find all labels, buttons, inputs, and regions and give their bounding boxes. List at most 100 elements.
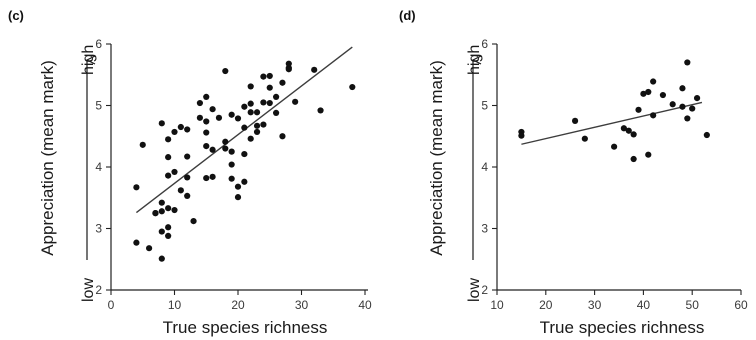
data-point-c-2 bbox=[139, 141, 146, 148]
ticks-d bbox=[492, 43, 742, 295]
y-tick-label-d-4: 6 bbox=[481, 37, 488, 51]
data-point-c-64 bbox=[266, 99, 273, 107]
data-point-c-30 bbox=[203, 142, 210, 150]
x-tick-label-d-5: 60 bbox=[734, 298, 748, 312]
x-tick-label-d-4: 50 bbox=[686, 298, 700, 312]
y-axis-label-d: Appreciation (mean mark) bbox=[427, 60, 446, 256]
data-point-d-16 bbox=[669, 101, 676, 108]
data-point-c-51 bbox=[241, 178, 248, 185]
x-tick-label-d-0: 10 bbox=[490, 298, 504, 312]
data-point-c-66 bbox=[273, 93, 280, 100]
data-point-c-8 bbox=[158, 199, 165, 206]
data-point-c-7 bbox=[158, 228, 165, 235]
data-point-c-3 bbox=[146, 245, 153, 252]
data-point-d-12 bbox=[645, 88, 652, 96]
data-point-c-57 bbox=[253, 128, 261, 136]
y-tick-label-d-3: 5 bbox=[481, 99, 488, 113]
data-point-c-44 bbox=[228, 161, 235, 168]
y-tick-label-c-2: 4 bbox=[95, 160, 102, 174]
data-point-c-12 bbox=[165, 224, 172, 231]
data-point-c-47 bbox=[234, 115, 242, 122]
data-point-d-13 bbox=[650, 112, 657, 119]
x-tick-label-d-1: 20 bbox=[539, 298, 553, 312]
data-point-c-75 bbox=[349, 83, 356, 91]
data-point-d-14 bbox=[650, 78, 657, 85]
data-point-c-73 bbox=[311, 66, 318, 73]
data-point-c-65 bbox=[273, 109, 280, 116]
data-point-c-28 bbox=[196, 99, 203, 107]
data-point-d-4 bbox=[611, 143, 618, 150]
data-point-c-45 bbox=[234, 194, 242, 201]
y-tick-label-d-1: 3 bbox=[481, 222, 488, 236]
data-point-c-68 bbox=[279, 133, 286, 140]
data-point-c-55 bbox=[247, 135, 254, 142]
y-tick-label-d-0: 2 bbox=[481, 283, 488, 297]
data-point-c-11 bbox=[165, 232, 172, 239]
arrow-group-c: low high bbox=[80, 45, 97, 302]
data-point-d-22 bbox=[693, 95, 701, 102]
data-point-c-74 bbox=[317, 107, 324, 114]
x-axis-label-c: True species richness bbox=[163, 318, 328, 337]
data-point-d-7 bbox=[630, 155, 637, 163]
data-point-c-18 bbox=[171, 168, 178, 176]
data-point-c-52 bbox=[247, 109, 254, 116]
data-point-c-38 bbox=[222, 138, 229, 145]
data-point-c-32 bbox=[203, 118, 210, 125]
data-point-c-60 bbox=[260, 99, 267, 106]
data-point-c-0 bbox=[133, 184, 140, 191]
data-point-c-59 bbox=[260, 73, 267, 80]
data-point-c-35 bbox=[209, 173, 216, 180]
data-point-d-15 bbox=[659, 91, 667, 99]
data-point-c-14 bbox=[165, 172, 172, 179]
data-point-c-43 bbox=[228, 111, 235, 118]
data-point-c-15 bbox=[165, 154, 172, 161]
y-tick-label-c-3: 5 bbox=[95, 99, 102, 113]
data-point-c-71 bbox=[285, 66, 292, 73]
data-point-c-5 bbox=[152, 210, 159, 217]
data-point-d-9 bbox=[635, 106, 642, 113]
y-tick-label-d-2: 4 bbox=[481, 160, 488, 174]
data-point-c-50 bbox=[241, 150, 248, 158]
data-point-c-31 bbox=[203, 129, 210, 136]
data-point-c-46 bbox=[234, 183, 242, 190]
data-point-c-21 bbox=[177, 187, 184, 194]
data-point-c-17 bbox=[171, 206, 178, 214]
data-point-c-22 bbox=[184, 192, 191, 200]
data-point-c-13 bbox=[165, 205, 172, 212]
data-point-d-5 bbox=[620, 125, 627, 132]
tick-labels-c: 0 10 20 30 40 2 3 4 5 6 bbox=[95, 37, 372, 312]
y-axis-title-c: Appreciation (mean mark) bbox=[38, 60, 57, 256]
y-axis-label-c: Appreciation (mean mark) bbox=[38, 60, 57, 256]
data-point-c-40 bbox=[222, 67, 229, 75]
tick-labels-d: 10 20 30 40 50 60 2 3 4 5 6 bbox=[481, 37, 748, 312]
panel-label-c: (c) bbox=[8, 8, 24, 23]
data-point-c-56 bbox=[253, 122, 261, 129]
data-point-d-17 bbox=[679, 85, 686, 92]
data-point-c-19 bbox=[171, 128, 178, 136]
data-point-c-58 bbox=[253, 109, 261, 116]
x-axis-label-d: True species richness bbox=[540, 318, 705, 337]
data-point-d-23 bbox=[703, 131, 710, 139]
data-point-c-61 bbox=[260, 121, 267, 128]
data-point-c-41 bbox=[228, 148, 235, 155]
data-point-c-39 bbox=[222, 145, 229, 152]
x-tick-label-d-3: 40 bbox=[637, 298, 651, 312]
data-point-c-72 bbox=[292, 98, 299, 105]
data-point-c-23 bbox=[184, 153, 191, 160]
ticks-c bbox=[106, 43, 366, 295]
data-point-c-63 bbox=[266, 84, 273, 91]
data-point-c-26 bbox=[190, 218, 197, 225]
y-axis-title-d: Appreciation (mean mark) bbox=[427, 60, 446, 256]
arrow-group-d: low high bbox=[466, 45, 483, 302]
y-axis-low-label-d: low bbox=[466, 278, 483, 302]
data-point-c-20 bbox=[177, 123, 184, 131]
y-tick-label-c-4: 6 bbox=[95, 37, 102, 51]
data-point-c-24 bbox=[184, 174, 191, 181]
data-point-c-27 bbox=[196, 114, 203, 121]
data-point-c-62 bbox=[266, 72, 273, 80]
data-point-c-9 bbox=[158, 208, 165, 215]
data-point-d-21 bbox=[689, 105, 696, 112]
data-point-c-54 bbox=[247, 83, 254, 90]
data-point-c-53 bbox=[247, 100, 254, 107]
